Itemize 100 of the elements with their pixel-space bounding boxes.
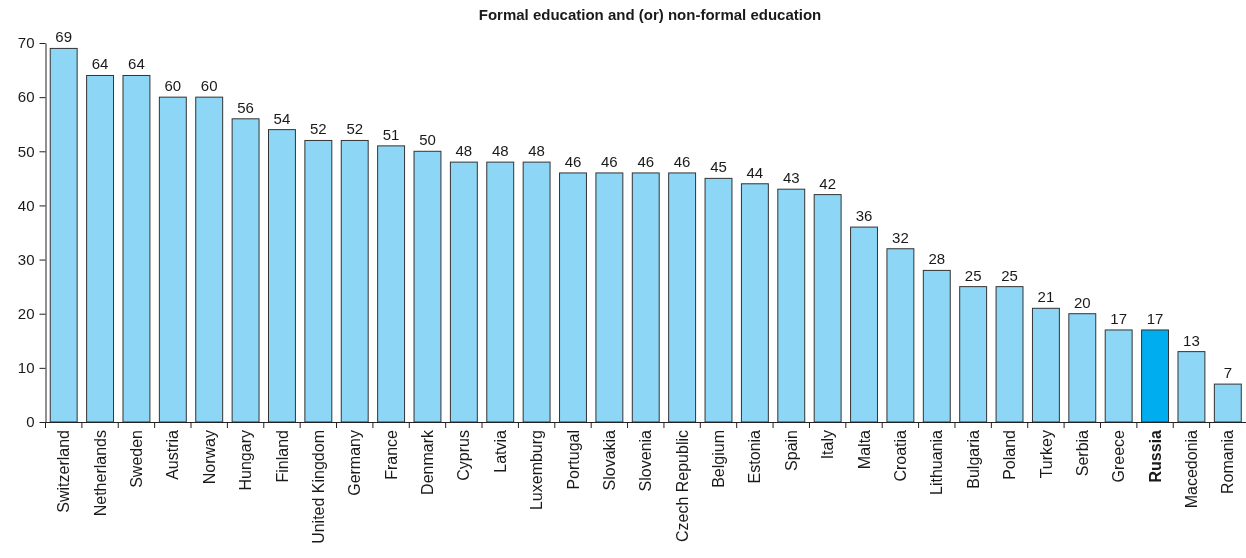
bar	[413, 150, 442, 423]
chart-title: Formal education and (or) non-formal education	[478, 6, 822, 23]
x-tick-label: Switzerland	[55, 430, 73, 513]
x-tick-label: Bulgaria	[964, 429, 982, 489]
bar	[231, 118, 260, 423]
data-label: 46	[637, 152, 655, 170]
bar	[922, 269, 951, 423]
bar	[631, 172, 660, 423]
x-tick-label: Luxemburg	[528, 430, 546, 511]
y-tick-label: 60	[17, 88, 35, 106]
bar	[1177, 351, 1206, 423]
data-label: 45	[710, 158, 727, 176]
bar	[122, 74, 151, 423]
x-tick-label: Romania	[1219, 429, 1237, 495]
bar	[377, 145, 406, 423]
x-tick-label: Belgium	[710, 430, 728, 488]
data-label: 52	[310, 120, 327, 138]
data-label: 52	[346, 120, 364, 138]
bar	[740, 183, 769, 423]
data-label: 7	[1223, 364, 1232, 382]
data-label: 46	[673, 152, 691, 170]
x-tick-label: Hungary	[237, 430, 255, 491]
bar	[158, 96, 187, 423]
x-tick-label: Germany	[346, 430, 364, 496]
x-tick-label: Denmark	[419, 429, 437, 495]
x-tick-label: France	[382, 429, 400, 480]
y-tick-label: 50	[17, 142, 35, 160]
bar	[813, 194, 842, 423]
bar	[1068, 313, 1097, 423]
data-label: 51	[382, 125, 400, 143]
bar	[668, 172, 697, 423]
x-tick-label: Turkey	[1037, 430, 1055, 479]
data-label: 54	[273, 109, 291, 127]
x-tick-label: Malta	[855, 429, 873, 470]
x-tick-label: Sweden	[128, 430, 146, 488]
bar	[86, 74, 115, 423]
bar	[340, 139, 369, 423]
data-label: 20	[1073, 293, 1091, 311]
data-label: 64	[128, 55, 145, 73]
data-label: 25	[1001, 266, 1018, 284]
x-tick-label: Estonia	[746, 429, 764, 484]
x-tick-label: Greece	[1110, 429, 1128, 483]
data-label: 60	[200, 77, 218, 95]
data-label: 44	[746, 163, 764, 181]
x-tick-label: Czech Republic	[673, 430, 691, 543]
data-label: 48	[528, 142, 545, 160]
x-tick-label: Russia	[1146, 429, 1164, 483]
x-tick-label: Finland	[273, 430, 291, 483]
x-tick-label: Poland	[1001, 430, 1019, 480]
y-tick-label: 40	[17, 196, 35, 214]
x-tick-label: Austria	[164, 429, 182, 480]
data-label: 48	[491, 142, 509, 160]
bar	[559, 172, 587, 423]
x-tick-label: Norway	[200, 430, 218, 485]
data-label: 69	[55, 28, 73, 46]
data-label: 64	[91, 55, 109, 73]
bar	[49, 47, 78, 423]
bar	[486, 161, 515, 423]
data-label: 36	[855, 207, 873, 225]
x-tick-label: Portugal	[564, 430, 582, 490]
data-label: 46	[601, 152, 618, 170]
x-tick-label: Netherlands	[91, 430, 109, 517]
x-tick-label: Italy	[819, 430, 837, 460]
bar	[449, 161, 478, 423]
y-tick-label: 30	[17, 250, 35, 268]
y-tick-label: 20	[17, 305, 35, 323]
bar	[522, 161, 551, 423]
bar	[268, 129, 296, 423]
bar	[995, 286, 1024, 423]
data-label: 21	[1037, 288, 1055, 306]
x-tick-label: Serbia	[1073, 429, 1091, 477]
data-label: 32	[892, 228, 909, 246]
bar	[1141, 329, 1170, 423]
data-label: 46	[564, 152, 582, 170]
data-label: 60	[164, 77, 182, 95]
bar	[886, 248, 915, 423]
bar	[595, 172, 624, 423]
data-label: 17	[1110, 309, 1128, 327]
x-tick-label: Latvia	[491, 429, 509, 473]
y-tick-label: 70	[17, 34, 35, 52]
data-label: 17	[1146, 309, 1164, 327]
bar	[1104, 329, 1133, 423]
x-tick-label: United Kingdom	[309, 430, 327, 544]
data-label: 42	[819, 174, 836, 192]
data-label: 48	[455, 142, 473, 160]
data-label: 56	[237, 98, 254, 116]
x-tick-label: Cyprus	[455, 430, 473, 481]
y-tick-label: 10	[17, 359, 35, 377]
data-label: 28	[928, 250, 946, 268]
x-tick-label: Spain	[782, 430, 800, 471]
bar	[1031, 307, 1060, 423]
bar	[304, 139, 333, 423]
x-tick-label: Croatia	[892, 429, 909, 482]
bar	[959, 286, 988, 423]
bar	[777, 188, 806, 423]
x-tick-label: Slovakia	[600, 429, 618, 491]
data-label: 43	[782, 169, 800, 187]
data-label: 25	[964, 266, 982, 284]
bar	[1213, 383, 1242, 423]
x-tick-label: Slovenia	[637, 429, 655, 492]
